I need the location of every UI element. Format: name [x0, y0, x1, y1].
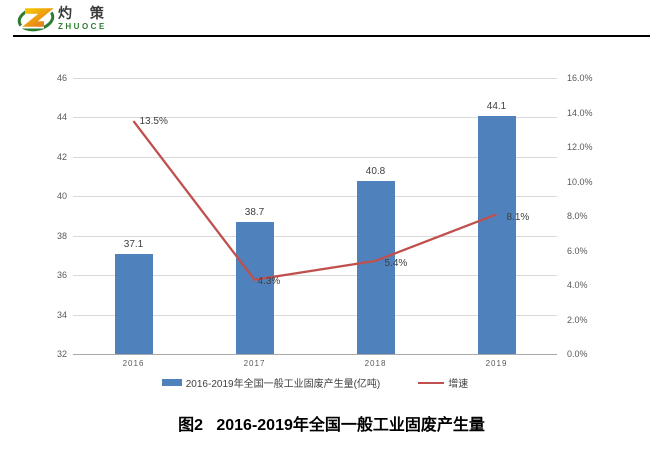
- left-axis-tick-label: 32: [56, 349, 67, 359]
- left-axis-tick-label: 34: [56, 309, 67, 320]
- category-label: 2018: [364, 359, 387, 368]
- bar: [477, 115, 516, 354]
- logo-cn-name: 灼 策: [58, 5, 111, 21]
- line-value-label: 4.3%: [257, 275, 281, 287]
- gridline: [73, 78, 557, 79]
- gridline: [73, 314, 557, 316]
- gridline: [73, 117, 557, 119]
- category-label: 2016: [122, 359, 145, 368]
- chart-legend: 2016-2019年全国一般工业固废产生量(亿吨) 增速: [73, 375, 557, 390]
- right-axis-tick-label: 2.0%: [567, 314, 588, 325]
- right-axis-tick-label: 16.0%: [567, 73, 593, 83]
- left-axis-tick-label: 36: [56, 270, 67, 281]
- bar-value-label: 44.1: [486, 100, 507, 112]
- line-series-swatch: [418, 381, 445, 384]
- bar-value-label: 40.8: [365, 165, 386, 177]
- category-label: 2019: [485, 359, 508, 368]
- line-value-label: 8.1%: [506, 212, 530, 224]
- right-axis-tick-label: 10.0%: [567, 176, 593, 187]
- right-axis-tick-label: 14.0%: [567, 107, 593, 118]
- bar-value-label: 37.1: [123, 238, 144, 250]
- logo: 灼 策 ZHUOCE: [16, 3, 111, 34]
- gridline: [73, 354, 557, 355]
- left-axis-tick-label: 46: [56, 73, 67, 83]
- right-axis-tick-label: 8.0%: [567, 211, 588, 221]
- line-series-label: 增速: [448, 379, 469, 390]
- right-axis-tick-label: 12.0%: [567, 142, 593, 152]
- logo-text: 灼 策 ZHUOCE: [58, 3, 111, 31]
- legend-item-line-series: 增速: [418, 375, 468, 390]
- line-value-label: 13.5%: [139, 116, 168, 128]
- left-axis-tick-label: 42: [56, 151, 67, 162]
- left-axis-tick-label: 44: [56, 112, 67, 123]
- zhuoce-logo-icon: [17, 6, 56, 32]
- bar: [235, 221, 274, 354]
- line-value-label: 5.4%: [384, 257, 408, 269]
- left-axis-tick-label: 40: [56, 191, 67, 202]
- category-label: 2017: [243, 359, 266, 368]
- logo-en-name: ZHUOCE: [58, 22, 107, 31]
- bar-series-swatch: [161, 379, 182, 386]
- right-axis-tick-label: 0.0%: [567, 349, 588, 359]
- right-axis-tick-label: 4.0%: [567, 280, 588, 290]
- header-divider: [13, 35, 650, 37]
- legend-item-bar-series: 2016-2019年全国一般工业固废产生量(亿吨): [161, 375, 381, 390]
- bar-series-label: 2016-2019年全国一般工业固废产生量(亿吨): [185, 379, 381, 390]
- bar-value-label: 38.7: [244, 206, 265, 218]
- left-axis-tick-label: 38: [56, 230, 67, 241]
- right-axis-tick-label: 6.0%: [567, 245, 588, 256]
- bar: [114, 253, 153, 354]
- figure-caption: 图2 2016-2019年全国一般工业固废产生量: [178, 417, 485, 434]
